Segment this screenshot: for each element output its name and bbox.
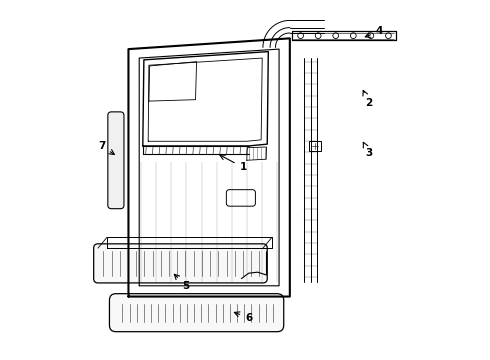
- Text: 4: 4: [365, 26, 383, 37]
- Text: 2: 2: [363, 90, 372, 108]
- Text: 1: 1: [220, 155, 247, 172]
- Text: 7: 7: [98, 141, 114, 154]
- Text: 3: 3: [363, 142, 372, 158]
- FancyBboxPatch shape: [94, 244, 267, 283]
- Text: 5: 5: [174, 274, 190, 291]
- FancyBboxPatch shape: [108, 112, 124, 209]
- FancyBboxPatch shape: [109, 294, 284, 332]
- Text: 6: 6: [234, 312, 252, 323]
